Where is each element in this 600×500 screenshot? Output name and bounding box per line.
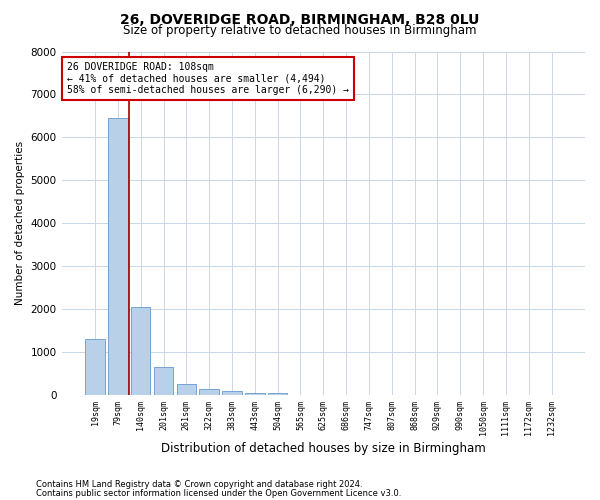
Y-axis label: Number of detached properties: Number of detached properties <box>15 142 25 306</box>
Bar <box>245 393 265 395</box>
Text: Contains public sector information licensed under the Open Government Licence v3: Contains public sector information licen… <box>36 488 401 498</box>
Bar <box>268 393 287 395</box>
Bar <box>222 391 242 395</box>
Text: Contains HM Land Registry data © Crown copyright and database right 2024.: Contains HM Land Registry data © Crown c… <box>36 480 362 489</box>
Text: 26 DOVERIDGE ROAD: 108sqm
← 41% of detached houses are smaller (4,494)
58% of se: 26 DOVERIDGE ROAD: 108sqm ← 41% of detac… <box>67 62 349 95</box>
Bar <box>199 389 219 395</box>
Bar <box>154 368 173 395</box>
Bar <box>85 340 105 395</box>
Text: Size of property relative to detached houses in Birmingham: Size of property relative to detached ho… <box>123 24 477 37</box>
X-axis label: Distribution of detached houses by size in Birmingham: Distribution of detached houses by size … <box>161 442 485 455</box>
Text: 26, DOVERIDGE ROAD, BIRMINGHAM, B28 0LU: 26, DOVERIDGE ROAD, BIRMINGHAM, B28 0LU <box>121 12 479 26</box>
Bar <box>108 118 128 395</box>
Bar <box>176 384 196 395</box>
Bar <box>131 307 151 395</box>
